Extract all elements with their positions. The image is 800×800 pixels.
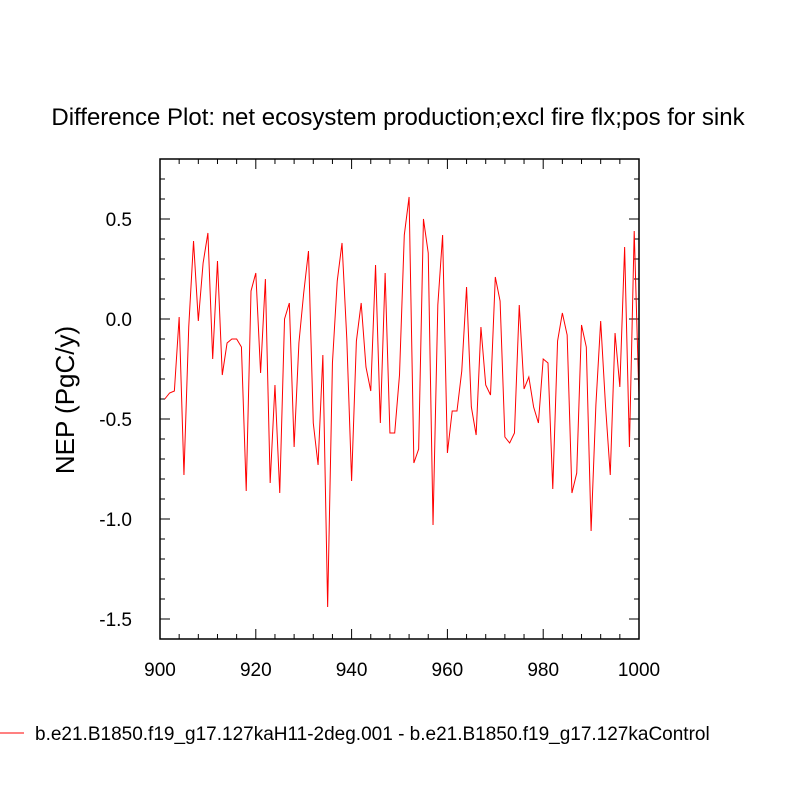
plot-frame xyxy=(159,158,640,640)
legend: b.e21.B1850.f19_g17.127kaH11-2deg.001 - … xyxy=(0,724,710,745)
x-tick-label: 1000 xyxy=(618,660,660,681)
x-tick-label: 980 xyxy=(527,660,559,681)
axis-tick-labels: 900 920 940 960 980 1000 -1.5 -1.0 -0.5 0.0 0.5 xyxy=(99,210,660,681)
chart-title: Difference Plot: net ecosystem productio… xyxy=(51,104,745,131)
y-tick-label: -1.0 xyxy=(99,510,132,531)
series-line xyxy=(164,196,640,608)
axis-ticks xyxy=(159,158,640,640)
y-axis-label: NEP (PgC/y) xyxy=(50,326,80,474)
y-tick-label: 0.5 xyxy=(106,210,132,231)
y-tick-label: -0.5 xyxy=(99,410,132,431)
y-tick-label: 0.0 xyxy=(106,310,132,331)
legend-entry: b.e21.B1850.f19_g17.127kaH11-2deg.001 - … xyxy=(35,724,710,745)
x-tick-label: 940 xyxy=(336,660,368,681)
y-tick-label: -1.5 xyxy=(99,610,132,631)
plot-area xyxy=(164,196,640,608)
x-tick-label: 900 xyxy=(144,660,176,681)
x-tick-label: 960 xyxy=(432,660,464,681)
x-tick-label: 920 xyxy=(240,660,272,681)
